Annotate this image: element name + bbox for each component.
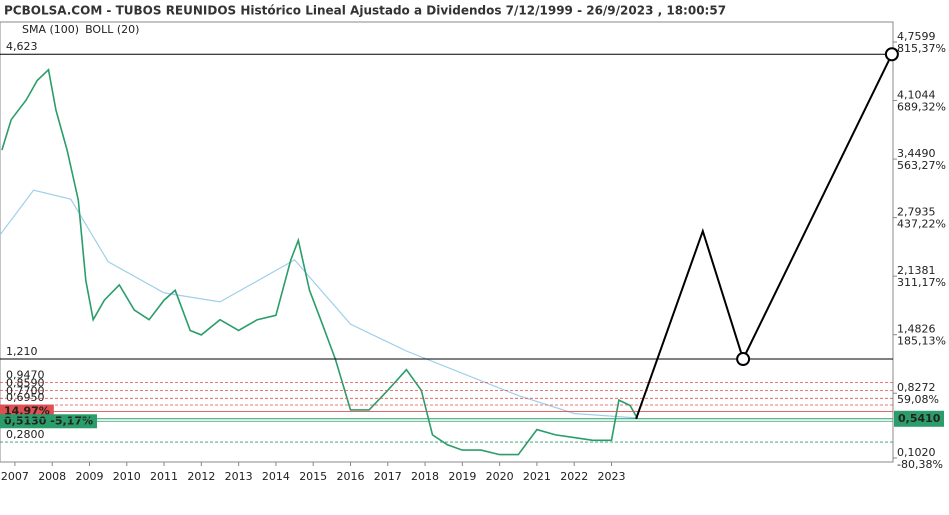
projection-point <box>736 352 751 367</box>
last-price-box <box>894 410 944 427</box>
y-tick-label: 3,4490 <box>897 147 936 160</box>
y-tick-label: 1,4826 <box>897 323 936 336</box>
indicator-label: SMA (100) <box>22 23 79 36</box>
y-tick-label: 0,8272 <box>897 381 936 394</box>
x-tick-label: 2021 <box>523 470 551 483</box>
x-tick-label: 2013 <box>225 470 253 483</box>
y-tick-pct: 815,37% <box>897 42 946 55</box>
level-label: 0,2800 <box>6 428 45 441</box>
y-tick-pct: 437,22% <box>897 218 946 231</box>
x-tick-label: 2008 <box>38 470 66 483</box>
level-box <box>0 414 98 429</box>
level-label: 0,8590 <box>6 376 45 389</box>
x-tick-label: 2011 <box>150 470 178 483</box>
x-tick-label: 2020 <box>486 470 514 483</box>
x-tick-label: 2007 <box>1 470 29 483</box>
y-tick-pct: 185,13% <box>897 335 946 348</box>
projection-line <box>635 53 893 420</box>
plot-frame <box>0 21 894 463</box>
y-tick-label: 0,1020 <box>897 446 936 459</box>
x-tick-label: 2016 <box>336 470 364 483</box>
x-tick-label: 2015 <box>299 470 327 483</box>
y-tick-pct: 59,08% <box>897 393 939 406</box>
y-tick-label: 4,1044 <box>897 89 936 102</box>
price-line <box>1 68 639 456</box>
indicator-label: BOLL (20) <box>85 23 139 36</box>
x-tick-label: 2017 <box>374 470 402 483</box>
x-tick-label: 2023 <box>597 470 625 483</box>
level-label: 0,5130 -5,17% <box>4 414 93 427</box>
x-tick-label: 2012 <box>187 470 215 483</box>
x-tick-label: 2009 <box>75 470 103 483</box>
level-label: 0,9470 <box>6 369 45 382</box>
y-tick-label: 2,1381 <box>897 264 936 277</box>
price-line <box>0 189 638 419</box>
y-tick-pct: 563,27% <box>897 159 946 172</box>
level-label: 1,210 <box>6 345 38 358</box>
level-label: 0,7700 <box>6 384 45 397</box>
y-tick-label: 4,7599 <box>897 30 936 43</box>
x-tick-label: 2022 <box>560 470 588 483</box>
y-tick-pct: 689,32% <box>897 101 946 114</box>
x-tick-label: 2019 <box>448 470 476 483</box>
y-tick-label: 2,7935 <box>897 206 936 219</box>
x-tick-label: 2014 <box>262 470 290 483</box>
level-label: 0,6950 <box>6 391 45 404</box>
projection-point <box>884 47 899 62</box>
y-tick-pct: 311,17% <box>897 276 946 289</box>
x-tick-label: 2018 <box>411 470 439 483</box>
y-tick-pct: -80,38% <box>897 458 943 471</box>
level-label: 4,623 <box>6 40 38 53</box>
x-tick-label: 2010 <box>113 470 141 483</box>
last-price-label: 0,5410 <box>898 412 941 425</box>
chart-title: PCBOLSA.COM - TUBOS REUNIDOS Histórico L… <box>4 4 726 18</box>
